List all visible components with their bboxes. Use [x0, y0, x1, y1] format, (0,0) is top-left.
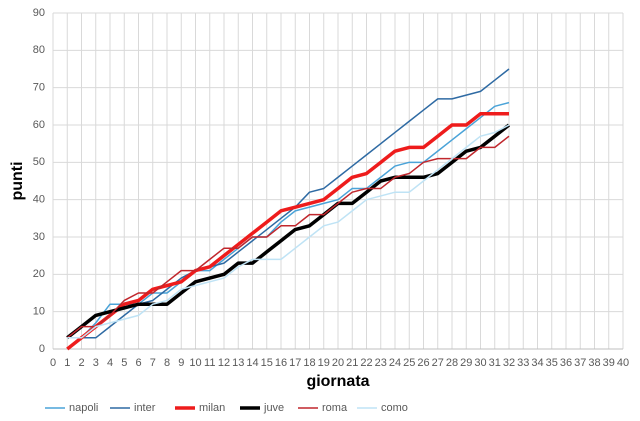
x-tick-label: 1	[64, 357, 70, 369]
x-tick-label: 17	[289, 357, 301, 369]
x-tick-label: 21	[346, 357, 358, 369]
series-line	[67, 124, 510, 339]
y-tick-label: 90	[33, 7, 45, 19]
x-tick-label: 40	[617, 357, 629, 369]
x-tick-label: 16	[275, 357, 287, 369]
legend-label: como	[381, 402, 408, 414]
x-tick-label: 2	[78, 357, 84, 369]
x-axis-title: giornata	[306, 373, 369, 390]
x-tick-label: 8	[164, 357, 170, 369]
x-tick-label: 3	[93, 357, 99, 369]
x-tick-label: 28	[446, 357, 458, 369]
x-tick-label: 10	[189, 357, 201, 369]
x-tick-label: 12	[218, 357, 230, 369]
x-tick-label: 31	[489, 357, 501, 369]
x-tick-label: 7	[150, 357, 156, 369]
x-tick-label: 37	[574, 357, 586, 369]
series-line	[67, 101, 510, 339]
x-tick-label: 30	[474, 357, 486, 369]
x-tick-label: 4	[107, 357, 113, 369]
x-tick-label: 25	[403, 357, 415, 369]
x-tick-label: 9	[178, 357, 184, 369]
x-tick-label: 24	[389, 357, 401, 369]
series-line	[66, 123, 511, 340]
y-tick-label: 40	[33, 194, 45, 206]
x-tick-label: 11	[204, 357, 215, 369]
legend-label: juve	[263, 402, 284, 414]
y-tick-label: 50	[33, 156, 45, 168]
x-tick-label: 34	[531, 357, 543, 369]
x-tick-label: 32	[503, 357, 515, 369]
y-axis-title: punti	[9, 161, 26, 200]
y-tick-label: 70	[33, 82, 45, 94]
series-line	[67, 68, 510, 339]
x-tick-label: 36	[560, 357, 572, 369]
legend-label: napoli	[69, 402, 98, 414]
x-tick-label: 6	[135, 357, 141, 369]
legend-label: roma	[322, 402, 348, 414]
legend-label: inter	[134, 402, 156, 414]
x-tick-label: 38	[588, 357, 600, 369]
x-tick-label: 33	[517, 357, 529, 369]
x-tick-label: 14	[246, 357, 258, 369]
x-tick-label: 27	[432, 357, 444, 369]
y-tick-label: 20	[33, 268, 45, 280]
x-tick-label: 35	[546, 357, 558, 369]
x-tick-label: 29	[460, 357, 472, 369]
y-tick-label: 10	[33, 306, 45, 318]
x-tick-label: 13	[232, 357, 244, 369]
series-line	[66, 135, 510, 339]
y-tick-label: 30	[33, 231, 45, 243]
x-tick-label: 19	[318, 357, 330, 369]
y-tick-label: 60	[33, 119, 45, 131]
x-tick-label: 26	[417, 357, 429, 369]
x-tick-label: 20	[332, 357, 344, 369]
series-line	[66, 112, 509, 351]
x-tick-label: 5	[121, 357, 127, 369]
x-tick-label: 23	[375, 357, 387, 369]
x-tick-label: 18	[303, 357, 315, 369]
legend-label: milan	[199, 402, 225, 414]
x-tick-label: 22	[360, 357, 372, 369]
x-tick-label: 39	[603, 357, 615, 369]
y-tick-label: 80	[33, 44, 45, 56]
x-tick-label: 0	[50, 357, 56, 369]
y-tick-label: 0	[39, 343, 45, 355]
x-tick-label: 15	[261, 357, 273, 369]
